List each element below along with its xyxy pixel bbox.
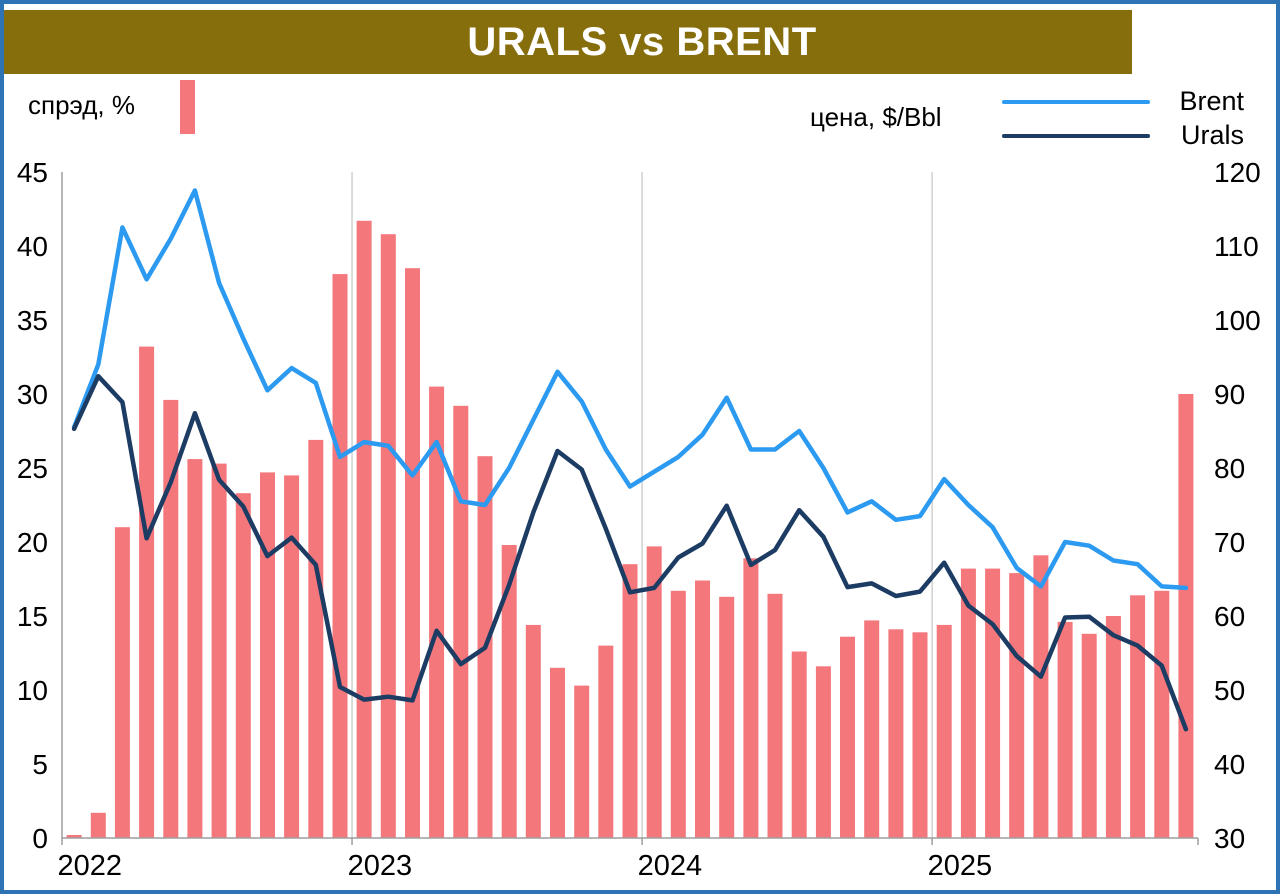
brent-price-line xyxy=(71,188,1189,591)
spread-bar xyxy=(1178,394,1194,838)
spread-bar xyxy=(501,545,517,838)
spread-bar xyxy=(1105,616,1121,838)
left-axis-tick-label: 0 xyxy=(32,823,48,854)
spread-bar xyxy=(405,268,420,838)
chart-svg: 2022 2023 2024 2025051015202530354045304050… xyxy=(17,157,1261,882)
spread-bar xyxy=(888,629,904,838)
spread-bar xyxy=(695,580,710,838)
right-axis-tick-label: 90 xyxy=(1214,379,1245,410)
right-axis-tick-label: 40 xyxy=(1214,749,1245,780)
right-axis-tick-label: 30 xyxy=(1214,823,1245,854)
spread-bar xyxy=(284,475,300,838)
left-axis-tick-label: 35 xyxy=(17,305,48,336)
spread-bar xyxy=(815,666,831,838)
spread-bar xyxy=(187,459,203,838)
spread-bar xyxy=(912,632,928,838)
x-axis-year-label: 2022 xyxy=(58,850,123,882)
brent-line-swatch-icon xyxy=(1002,100,1150,104)
right-axis-tick-label: 50 xyxy=(1214,675,1245,706)
right-axis-tick-label: 70 xyxy=(1214,527,1245,558)
spread-bar xyxy=(598,645,614,838)
left-axis-tick-label: 30 xyxy=(17,379,48,410)
urals-legend-label: Urals xyxy=(1180,120,1244,150)
spread-bar xyxy=(791,651,807,838)
spread-axis-legend-label: спрэд, % xyxy=(28,90,135,120)
x-axis-year-label: 2023 xyxy=(348,850,413,882)
spread-bar xyxy=(429,386,445,838)
x-axis-year-label: 2025 xyxy=(928,850,993,882)
spread-bar xyxy=(622,564,638,838)
right-axis-tick-label: 80 xyxy=(1214,453,1245,484)
spread-bar xyxy=(356,220,372,839)
right-axis-tick-label: 110 xyxy=(1214,231,1259,262)
spread-bar-swatch-icon xyxy=(180,80,195,134)
spread-bar xyxy=(260,472,275,838)
spread-bar xyxy=(235,493,251,838)
spread-bar xyxy=(1033,555,1049,838)
left-axis-tick-label: 45 xyxy=(17,157,48,188)
spread-bar xyxy=(574,685,590,838)
right-axis-tick-label: 100 xyxy=(1214,305,1261,336)
left-axis-tick-label: 25 xyxy=(17,453,48,484)
price-axis-legend-label: цена, $/Bbl xyxy=(810,102,942,132)
spread-bar xyxy=(1009,573,1025,838)
spread-bar xyxy=(1130,595,1146,838)
left-axis-tick-label: 40 xyxy=(17,231,48,262)
title-bar: URALS vs BRENT xyxy=(4,10,1132,74)
spread-bar xyxy=(380,234,396,838)
legend: спрэд, % цена, $/Bbl Brent Urals xyxy=(4,74,1276,156)
spread-bar xyxy=(1154,590,1170,838)
urals-line-swatch-icon xyxy=(1002,134,1150,138)
spread-bar xyxy=(211,463,227,838)
x-axis-year-label: 2024 xyxy=(638,850,703,882)
left-axis-tick-label: 5 xyxy=(32,749,48,780)
left-axis-tick-label: 20 xyxy=(17,527,48,558)
left-axis-tick-label: 10 xyxy=(17,675,48,706)
spread-bar xyxy=(453,405,469,838)
spread-bar xyxy=(864,620,880,838)
spread-bar xyxy=(670,590,686,838)
brent-legend-label: Brent xyxy=(1179,86,1244,116)
spread-bar xyxy=(550,667,565,838)
spread-bar xyxy=(332,274,348,839)
spread-bar xyxy=(308,439,324,838)
spread-bar xyxy=(90,812,106,838)
spread-bar xyxy=(1057,621,1073,838)
spread-bar xyxy=(646,546,662,838)
spread-bar xyxy=(719,596,735,838)
left-axis-tick-label: 15 xyxy=(17,601,48,632)
spread-bar xyxy=(985,568,1001,838)
spread-bar xyxy=(114,527,130,838)
spread-bar xyxy=(525,624,541,838)
spread-bar xyxy=(139,346,155,838)
chart-title: URALS vs BRENT xyxy=(467,19,817,64)
spread-bar xyxy=(767,593,783,838)
spread-bar xyxy=(840,636,855,838)
urals-price-line xyxy=(71,373,1189,732)
right-axis-tick-label: 60 xyxy=(1214,601,1245,632)
spread-bar xyxy=(1081,633,1097,838)
right-axis-tick-label: 120 xyxy=(1214,157,1261,188)
spread-bar xyxy=(743,558,759,838)
spread-bar xyxy=(960,568,976,838)
spread-bar xyxy=(936,624,952,838)
spread-bar xyxy=(66,835,82,838)
spread-bars xyxy=(66,220,1194,839)
spread-bar xyxy=(163,399,179,838)
